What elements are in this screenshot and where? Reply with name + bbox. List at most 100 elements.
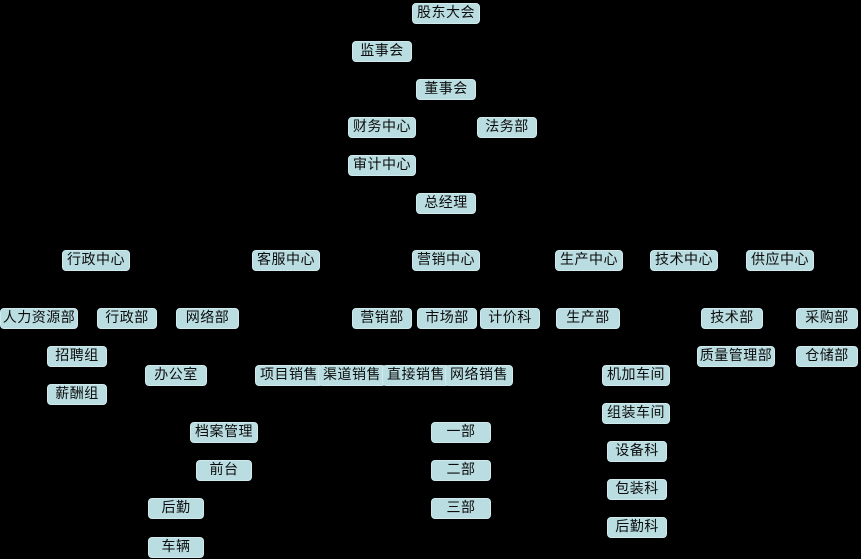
connector-line <box>827 338 828 346</box>
org-node[interactable]: 渠道销售 <box>318 365 386 386</box>
connector-line <box>637 433 638 441</box>
connector-line <box>382 109 383 117</box>
org-node[interactable]: 行政部 <box>97 308 157 329</box>
org-node[interactable]: 车辆 <box>148 537 204 558</box>
connector-line <box>479 357 480 365</box>
connector-line <box>224 414 225 422</box>
org-node[interactable]: 包装科 <box>607 479 667 500</box>
connector-line <box>96 300 208 301</box>
connector-line <box>176 490 177 498</box>
connector-line <box>96 242 446 243</box>
org-node[interactable]: 三部 <box>431 498 491 519</box>
connector-line <box>780 242 781 250</box>
connector-line <box>447 329 448 490</box>
connector-line <box>780 300 827 301</box>
org-node[interactable]: 设备科 <box>607 441 667 462</box>
connector-line <box>588 509 637 510</box>
connector-line <box>382 147 446 148</box>
org-node[interactable]: 技术部 <box>701 308 763 329</box>
connector-line <box>286 242 446 243</box>
org-node[interactable]: 后勤科 <box>607 517 667 538</box>
org-node[interactable]: 供应中心 <box>746 250 814 271</box>
connector-line <box>382 109 446 110</box>
org-node[interactable]: 项目销售 <box>255 365 323 386</box>
org-node[interactable]: 营销中心 <box>412 250 480 271</box>
connector-line <box>127 300 128 308</box>
connector-line <box>446 185 447 193</box>
connector-line <box>176 529 177 537</box>
org-node[interactable]: 生产部 <box>556 308 620 329</box>
connector-line <box>446 109 507 110</box>
org-node[interactable]: 前台 <box>196 460 252 481</box>
org-node[interactable]: 股东大会 <box>412 3 480 24</box>
org-node[interactable]: 仓储部 <box>796 346 858 367</box>
connector-line <box>588 433 637 434</box>
connector-line <box>286 271 287 357</box>
connector-line <box>589 271 590 300</box>
org-node[interactable]: 技术中心 <box>650 250 718 271</box>
connector-line <box>510 300 511 308</box>
connector-line <box>446 100 447 185</box>
org-node[interactable]: 质量管理部 <box>697 346 775 367</box>
connector-line <box>224 452 225 460</box>
connector-line <box>127 452 224 453</box>
connector-line <box>446 242 447 250</box>
org-node[interactable]: 计价科 <box>480 308 540 329</box>
connector-line <box>382 33 446 34</box>
org-node[interactable]: 总经理 <box>416 193 476 214</box>
connector-line <box>588 395 636 396</box>
connector-line <box>780 338 827 339</box>
connector-line <box>77 338 78 346</box>
connector-line <box>416 357 417 365</box>
connector-line <box>382 329 383 357</box>
org-node[interactable]: 组装车间 <box>602 403 670 424</box>
org-node[interactable]: 后勤 <box>148 498 204 519</box>
org-node[interactable]: 薪酬组 <box>47 384 107 405</box>
org-node[interactable]: 网络销售 <box>445 365 513 386</box>
org-node[interactable]: 生产中心 <box>555 250 623 271</box>
connector-line <box>636 395 637 403</box>
connector-line <box>208 300 209 308</box>
org-node[interactable]: 审计中心 <box>348 155 416 176</box>
org-node[interactable]: 法务部 <box>477 117 537 138</box>
org-node[interactable]: 直接销售 <box>382 365 450 386</box>
org-node[interactable]: 招聘组 <box>47 346 107 367</box>
connector-line <box>286 242 287 250</box>
connector-line <box>461 414 462 422</box>
connector-line <box>446 214 447 242</box>
org-node[interactable]: 网络部 <box>176 308 239 329</box>
org-node[interactable]: 采购部 <box>796 308 858 329</box>
org-node[interactable]: 客服中心 <box>252 250 320 271</box>
connector-line <box>588 329 589 509</box>
org-node[interactable]: 人力资源部 <box>0 308 78 329</box>
connector-line <box>461 490 462 498</box>
connector-line <box>827 300 828 308</box>
connector-line <box>127 329 128 529</box>
org-node[interactable]: 监事会 <box>352 41 412 62</box>
connector-line <box>461 452 462 460</box>
org-node[interactable]: 营销部 <box>352 308 412 329</box>
connector-line <box>127 529 176 530</box>
org-node[interactable]: 市场部 <box>417 308 477 329</box>
org-node[interactable]: 办公室 <box>145 365 207 386</box>
org-node[interactable]: 行政中心 <box>62 250 130 271</box>
connector-line <box>684 300 732 301</box>
org-node[interactable]: 一部 <box>431 422 491 443</box>
connector-line <box>780 271 781 338</box>
org-node[interactable]: 机加车间 <box>602 365 670 386</box>
connector-line <box>588 471 637 472</box>
connector-line <box>446 71 447 79</box>
connector-line <box>636 357 637 365</box>
org-node[interactable]: 财务中心 <box>348 117 416 138</box>
connector-line <box>684 338 736 339</box>
org-node[interactable]: 二部 <box>431 460 491 481</box>
org-node[interactable]: 档案管理 <box>190 422 258 443</box>
connector-line <box>286 357 352 358</box>
connector-line <box>588 357 636 358</box>
org-node[interactable]: 董事会 <box>416 79 476 100</box>
connector-line <box>39 329 40 376</box>
connector-line <box>446 24 447 71</box>
connector-line <box>446 242 780 243</box>
connector-line <box>382 33 383 41</box>
connector-line <box>39 376 77 377</box>
